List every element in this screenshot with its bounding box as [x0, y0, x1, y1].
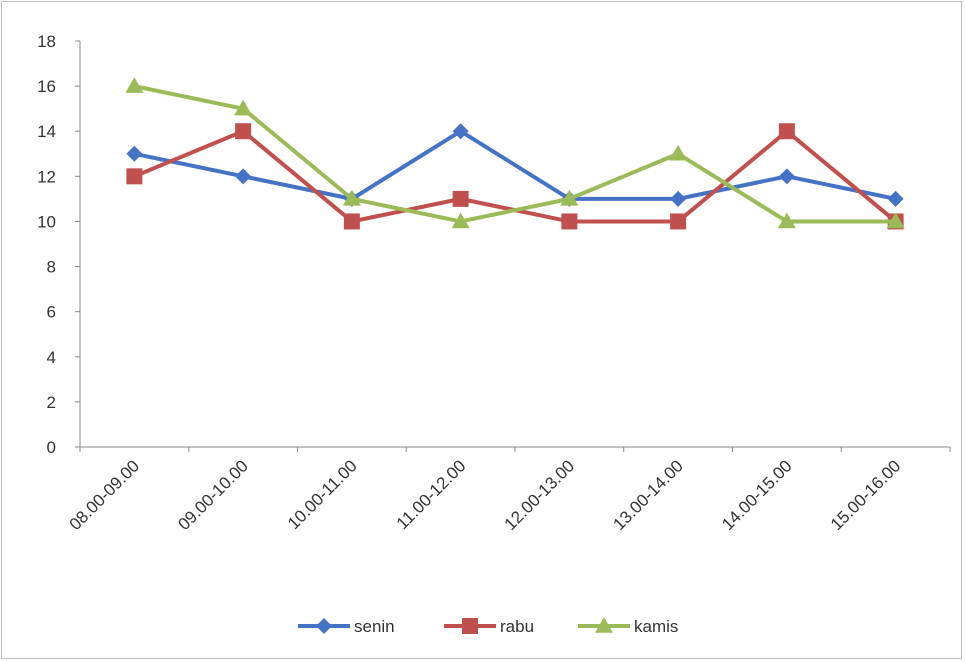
data-point-kamis: [560, 189, 579, 206]
x-tick-label: 13.00-14.00: [609, 456, 687, 534]
data-point-kamis: [234, 99, 253, 116]
data-point-rabu: [343, 213, 360, 230]
legend-item-rabu: rabu: [444, 617, 534, 636]
data-point-senin: [126, 145, 143, 162]
y-tick-label: 4: [47, 348, 56, 367]
y-tick-label: 14: [37, 122, 56, 141]
legend-label: senin: [354, 617, 395, 636]
series-line-senin: [133, 129, 897, 201]
y-tick-label: 10: [37, 212, 56, 231]
legend-item-kamis: kamis: [578, 617, 678, 636]
data-point-senin: [235, 168, 252, 185]
series-line-kamis: [133, 84, 896, 224]
legend-marker: [462, 618, 478, 634]
legend-marker: [316, 618, 332, 634]
data-point-kamis: [342, 189, 361, 206]
series-kamis: [125, 77, 905, 229]
data-point-senin: [778, 168, 795, 185]
data-point-rabu: [561, 213, 578, 230]
data-point-rabu: [670, 213, 687, 230]
y-tick-label: 6: [47, 303, 56, 322]
data-point-rabu: [452, 190, 469, 207]
legend-label: kamis: [634, 617, 678, 636]
y-tick-label: 16: [37, 77, 56, 96]
y-tick-label: 0: [47, 438, 56, 457]
x-tick-label: 08.00-09.00: [66, 456, 144, 534]
data-point-kamis: [777, 212, 796, 229]
legend-item-senin: senin: [298, 617, 395, 636]
x-tick-label: 10.00-11.00: [284, 456, 361, 533]
x-tick-label: 15.00-16.00: [827, 456, 905, 534]
data-point-rabu: [126, 168, 143, 185]
data-point-senin: [670, 190, 687, 207]
x-tick-label: 12.00-13.00: [501, 456, 579, 534]
y-tick-label: 12: [37, 167, 56, 186]
legend-marker: [595, 617, 613, 633]
y-tick-label: 8: [47, 258, 56, 277]
x-tick-label: 14.00-15.00: [718, 456, 796, 534]
data-point-senin: [887, 190, 904, 207]
data-point-senin: [452, 123, 469, 140]
data-point-rabu: [778, 123, 795, 140]
x-tick-label: 11.00-12.00: [393, 456, 470, 533]
y-tick-label: 18: [37, 32, 56, 51]
x-tick-label: 09.00-10.00: [174, 456, 252, 534]
legend-label: rabu: [500, 617, 534, 636]
data-point-kamis: [451, 212, 470, 229]
data-point-kamis: [886, 212, 905, 229]
data-point-kamis: [125, 77, 144, 93]
y-tick-label: 2: [47, 393, 56, 412]
data-point-rabu: [235, 123, 252, 140]
data-point-kamis: [669, 144, 688, 161]
